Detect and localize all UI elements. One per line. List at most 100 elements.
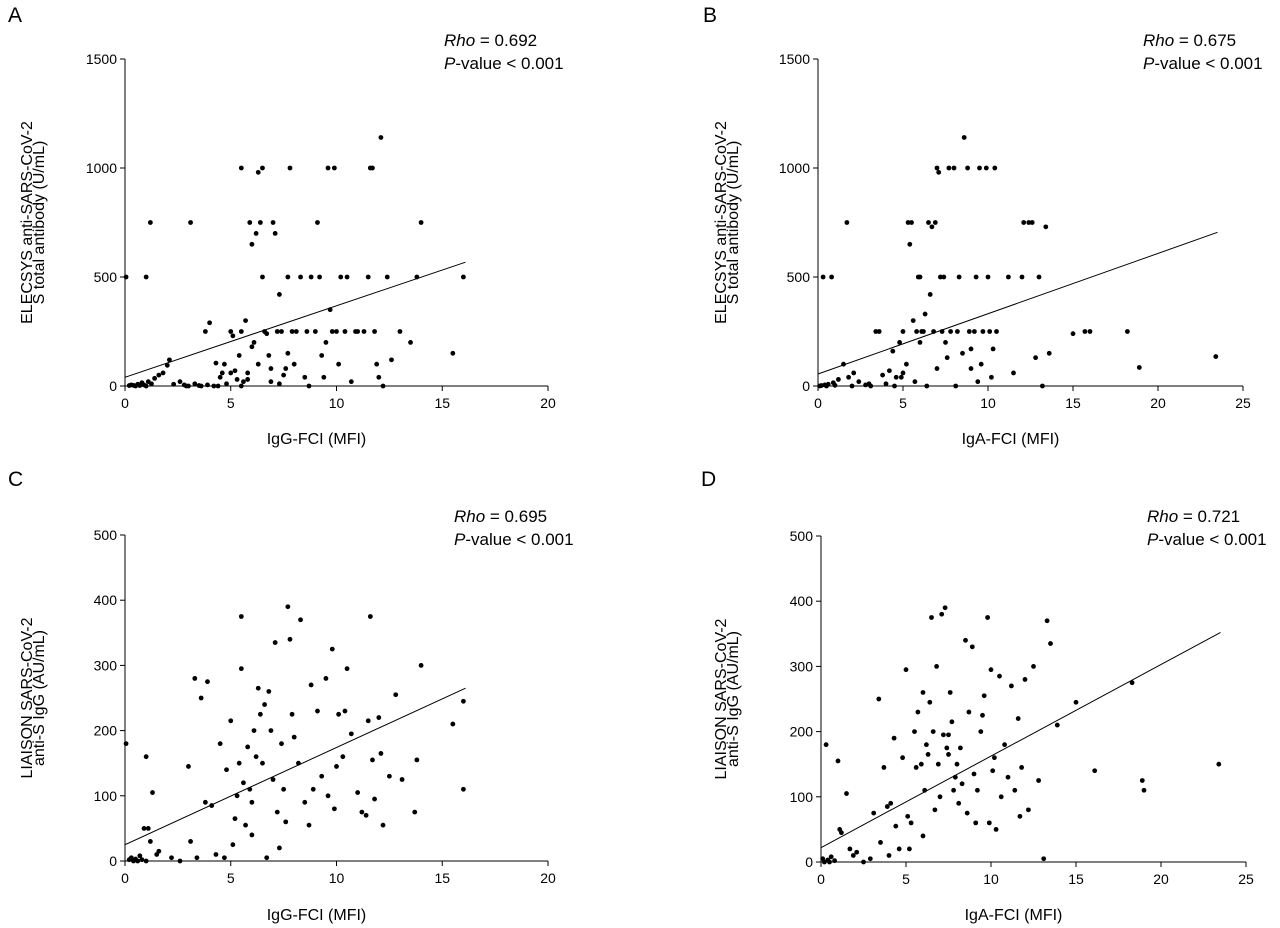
data-point: [285, 274, 291, 280]
data-point: [192, 676, 198, 681]
data-point: [336, 361, 342, 367]
data-point: [922, 787, 928, 793]
data-point: [327, 307, 333, 313]
data-point: [846, 374, 851, 380]
data-point: [192, 381, 198, 387]
data-point: [378, 135, 384, 140]
data-point: [359, 809, 365, 815]
rho-annotation: Rho = 0.675: [1143, 31, 1236, 50]
p-annotation: P-value < 0.001: [444, 54, 564, 73]
data-point: [279, 329, 284, 334]
data-point: [920, 833, 926, 839]
data-point: [961, 135, 967, 140]
data-point: [253, 754, 259, 760]
data-point: [944, 355, 950, 361]
data-point: [954, 761, 960, 767]
data-point: [238, 383, 244, 389]
data-point: [929, 224, 935, 230]
x-axis-title: IgA-FCI (MFI): [965, 907, 1063, 924]
data-point: [1040, 383, 1045, 389]
data-point: [931, 329, 936, 334]
y-tick-label: 100: [790, 789, 814, 805]
data-point: [958, 745, 963, 751]
data-point: [143, 754, 149, 760]
data-point: [450, 350, 456, 356]
data-point: [255, 361, 261, 367]
data-point: [867, 856, 873, 862]
data-point: [317, 274, 322, 280]
data-point: [880, 372, 885, 378]
data-point: [334, 329, 339, 334]
data-point: [156, 848, 162, 854]
rho-value: = 0.721: [1178, 507, 1240, 526]
data-point: [149, 381, 154, 387]
data-point: [913, 765, 919, 770]
data-point: [217, 374, 223, 380]
x-tick-label: 10: [329, 395, 345, 411]
data-point: [150, 790, 155, 795]
data-point: [380, 383, 386, 389]
data-point: [921, 329, 926, 334]
data-point: [823, 742, 829, 748]
data-point: [917, 340, 923, 345]
data-point: [414, 274, 420, 280]
data-point: [230, 333, 236, 339]
data-point: [825, 381, 831, 387]
data-point: [177, 858, 183, 864]
data-point: [905, 813, 911, 819]
data-point: [893, 823, 899, 829]
data-point: [202, 329, 208, 334]
data-point: [262, 702, 267, 707]
data-point: [1070, 331, 1076, 337]
data-point: [260, 760, 265, 766]
data-point: [978, 361, 984, 367]
data-point: [279, 741, 284, 747]
data-point: [1019, 274, 1025, 280]
p-annotation: P-value < 0.001: [1143, 54, 1263, 73]
data-point: [289, 329, 295, 334]
data-point: [363, 812, 369, 818]
data-point: [964, 810, 970, 816]
data-point: [871, 810, 877, 816]
data-point: [932, 807, 938, 813]
data-point: [249, 799, 255, 805]
data-point: [312, 329, 318, 334]
data-point: [980, 329, 986, 334]
y-tick-label: 0: [805, 854, 813, 870]
data-point: [1043, 224, 1049, 230]
data-point: [245, 370, 251, 376]
data-point: [934, 664, 939, 669]
y-axis-title-line: S total antibody (U/mL): [31, 141, 48, 305]
p-label: P: [1143, 54, 1155, 73]
data-point: [177, 379, 183, 385]
data-point: [298, 617, 303, 623]
y-axis-title-line: ELECSYS anti-SARS-CoV-2: [713, 121, 730, 324]
data-point: [260, 165, 265, 171]
data-point: [287, 165, 293, 171]
data-point: [325, 165, 331, 171]
data-point: [266, 689, 272, 694]
data-point: [920, 690, 926, 695]
data-point: [331, 165, 337, 171]
data-point: [990, 768, 996, 774]
data-point: [941, 732, 946, 738]
data-point: [969, 644, 975, 650]
data-point: [955, 329, 960, 334]
data-point: [949, 719, 955, 725]
data-point: [1136, 365, 1142, 370]
data-point: [927, 292, 933, 297]
data-point: [941, 274, 947, 280]
data-point: [143, 383, 149, 389]
data-point: [376, 715, 382, 720]
data-point: [844, 791, 849, 796]
data-point: [926, 220, 931, 225]
p-label: P: [444, 54, 456, 73]
data-point: [342, 329, 348, 334]
data-point: [1012, 787, 1018, 793]
data-point: [829, 274, 834, 280]
data-point: [1048, 641, 1053, 646]
data-point: [925, 752, 931, 757]
data-point: [966, 709, 972, 715]
data-point: [171, 381, 177, 387]
data-point: [907, 241, 913, 247]
